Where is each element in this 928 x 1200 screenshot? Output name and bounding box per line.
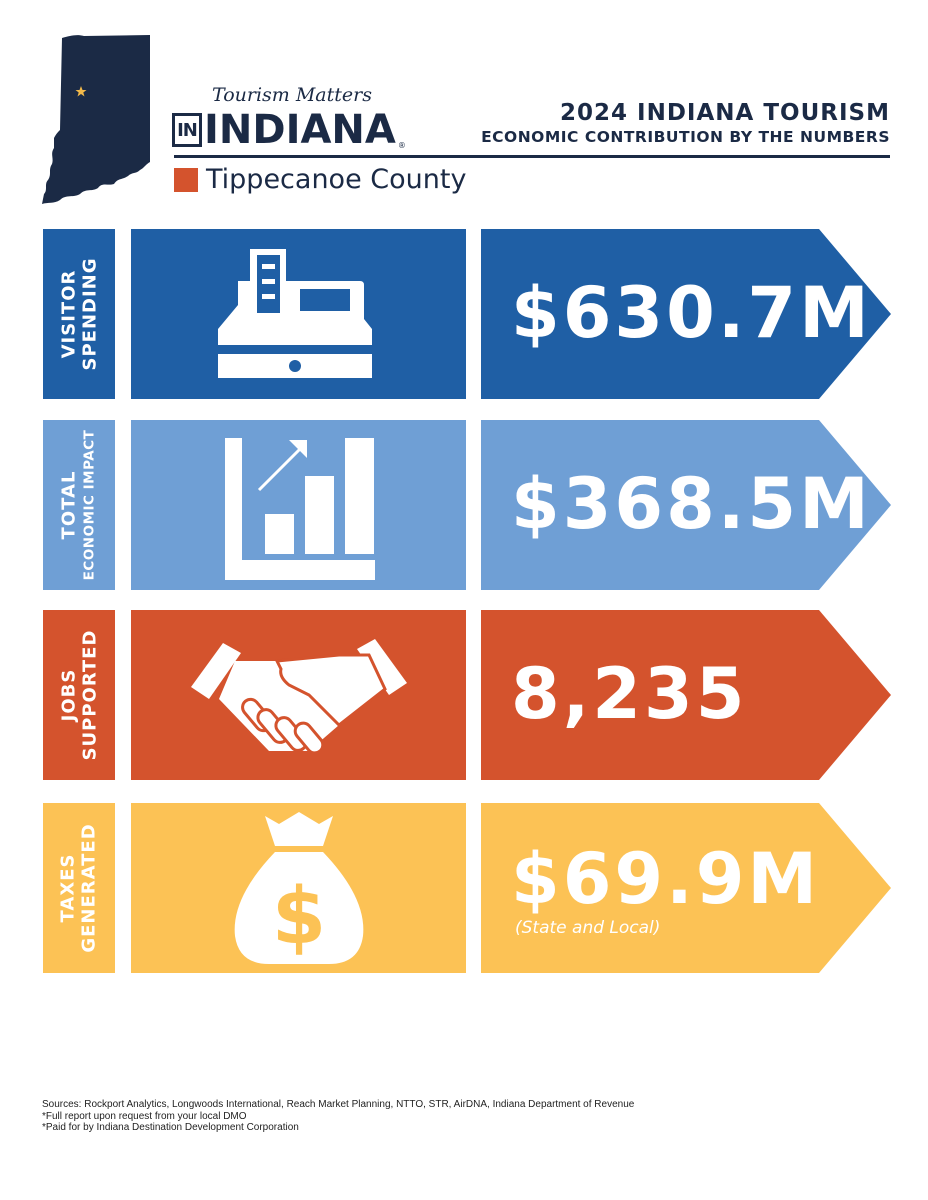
bar-chart-growth-icon [224, 438, 375, 580]
registered-mark: ® [397, 141, 406, 150]
page-subtitle: ECONOMIC CONTRIBUTION BY THE NUMBERS [481, 128, 890, 146]
metric-label: JOBS SUPPORTED [43, 610, 115, 780]
label-line-1: VISITOR [58, 269, 79, 359]
metric-icon-panel: $ [131, 803, 466, 973]
label-line-2: GENERATED [79, 823, 100, 953]
label-line-1: TAXES [58, 853, 79, 923]
metric-value: $69.9M [511, 838, 821, 920]
in-badge: IN [172, 113, 202, 147]
label-line-2: SPENDING [79, 257, 100, 371]
svg-text:$: $ [271, 872, 325, 962]
label-line-2: ECONOMIC IMPACT [81, 429, 97, 581]
metric-note: (State and Local) [515, 918, 661, 938]
metric-value-arrow: $630.7M [481, 229, 891, 399]
metric-icon-panel [131, 420, 466, 590]
county-name: Tippecanoe County [206, 164, 467, 195]
metric-value: $368.5M [511, 463, 872, 545]
county-swatch [174, 168, 198, 192]
label-line-1: TOTAL [58, 470, 79, 540]
metric-value-arrow: $368.5M [481, 420, 891, 590]
metric-row-visitor-spending: VISITOR SPENDING $630.7M [0, 229, 928, 399]
indiana-state-map-icon [42, 35, 150, 204]
metric-row-jobs-supported: JOBS SUPPORTED 8,235 [0, 610, 928, 780]
metric-label: VISITOR SPENDING [43, 229, 115, 399]
handshake-icon [190, 639, 407, 755]
metric-label: TOTAL ECONOMIC IMPACT [43, 420, 115, 590]
metric-row-economic-impact: TOTAL ECONOMIC IMPACT $368.5M [0, 420, 928, 590]
sources-text: Sources: Rockport Analytics, Longwoods I… [42, 1099, 635, 1110]
metric-value: 8,235 [511, 653, 748, 735]
metric-icon-panel [131, 610, 466, 780]
star-icon [75, 86, 87, 97]
metric-value: $630.7M [511, 272, 872, 354]
label-line-2: SUPPORTED [79, 629, 100, 761]
label-line-1: JOBS [58, 668, 79, 722]
logo-tagline: Tourism Matters [212, 84, 372, 106]
page-title: 2024 INDIANA TOURISM [560, 100, 890, 126]
paid-for-note: *Paid for by Indiana Destination Develop… [42, 1122, 299, 1133]
header-divider [174, 155, 890, 158]
metric-value-arrow: 8,235 [481, 610, 891, 780]
footer-notes: Sources: Rockport Analytics, Longwoods I… [42, 1099, 634, 1134]
logo-wordmark: INDIANA [204, 107, 396, 153]
metric-row-taxes-generated: TAXES GENERATED $ $69.9M (State and Loca… [0, 803, 928, 973]
report-note: *Full report upon request from your loca… [42, 1110, 247, 1122]
metric-label: TAXES GENERATED [43, 803, 115, 973]
county-label: Tippecanoe County [174, 164, 466, 196]
metric-icon-panel [131, 229, 466, 399]
cash-register-icon [217, 249, 372, 378]
money-bag-icon: $ [234, 812, 363, 964]
metric-value-arrow: $69.9M (State and Local) [481, 803, 891, 973]
